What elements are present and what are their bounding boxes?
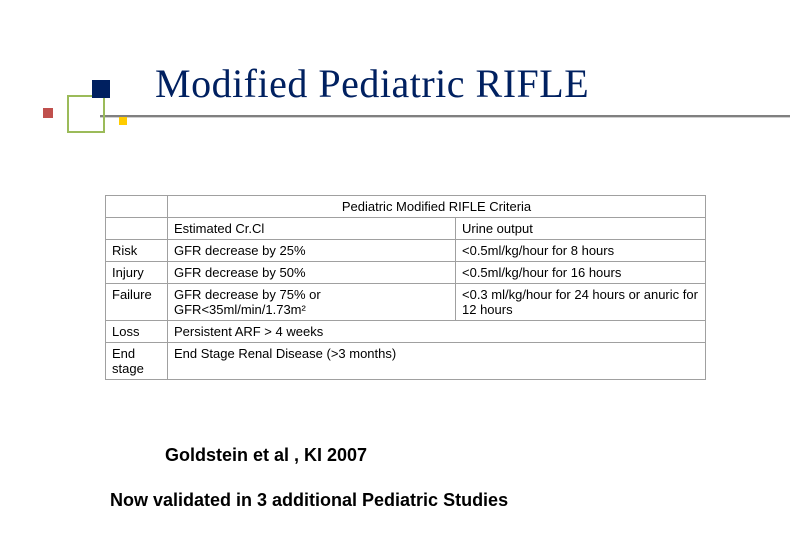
table-header-crcl: Estimated Cr.Cl — [168, 218, 456, 240]
crcl-cell: End Stage Renal Disease (>3 months) — [168, 343, 706, 380]
table-row: Risk GFR decrease by 25% <0.5ml/kg/hour … — [106, 240, 706, 262]
decor-square-1 — [67, 95, 105, 133]
uo-cell: <0.5ml/kg/hour for 8 hours — [456, 240, 706, 262]
stage-cell: Injury — [106, 262, 168, 284]
table-header-uo: Urine output — [456, 218, 706, 240]
table-row: Loss Persistent ARF > 4 weeks — [106, 321, 706, 343]
stage-cell: Failure — [106, 284, 168, 321]
crcl-cell: GFR decrease by 75% or GFR<35ml/min/1.73… — [168, 284, 456, 321]
table-cell-empty — [106, 196, 168, 218]
table-header-row: Estimated Cr.Cl Urine output — [106, 218, 706, 240]
title-underline — [100, 115, 790, 117]
crcl-cell: Persistent ARF > 4 weeks — [168, 321, 706, 343]
stage-cell: Risk — [106, 240, 168, 262]
uo-cell: <0.5ml/kg/hour for 16 hours — [456, 262, 706, 284]
crcl-cell: GFR decrease by 25% — [168, 240, 456, 262]
criteria-table: Pediatric Modified RIFLE Criteria Estima… — [105, 195, 706, 380]
table-row: End stage End Stage Renal Disease (>3 mo… — [106, 343, 706, 380]
table-row: Injury GFR decrease by 50% <0.5ml/kg/hou… — [106, 262, 706, 284]
slide-title: Modified Pediatric RIFLE — [155, 60, 589, 107]
citation-text: Goldstein et al , KI 2007 — [165, 445, 367, 466]
uo-cell: <0.3 ml/kg/hour for 24 hours or anuric f… — [456, 284, 706, 321]
slide: Modified Pediatric RIFLE Pediatric Modif… — [0, 0, 810, 540]
stage-cell: Loss — [106, 321, 168, 343]
decor-square-2 — [92, 80, 110, 98]
table-header-stage — [106, 218, 168, 240]
crcl-cell: GFR decrease by 50% — [168, 262, 456, 284]
validated-text: Now validated in 3 additional Pediatric … — [110, 490, 508, 511]
table-row: Failure GFR decrease by 75% or GFR<35ml/… — [106, 284, 706, 321]
stage-cell: End stage — [106, 343, 168, 380]
table-caption-row: Pediatric Modified RIFLE Criteria — [106, 196, 706, 218]
decor-square-0 — [43, 108, 53, 118]
table-caption: Pediatric Modified RIFLE Criteria — [168, 196, 706, 218]
criteria-table-wrap: Pediatric Modified RIFLE Criteria Estima… — [105, 195, 705, 380]
decor-square-3 — [119, 117, 127, 125]
